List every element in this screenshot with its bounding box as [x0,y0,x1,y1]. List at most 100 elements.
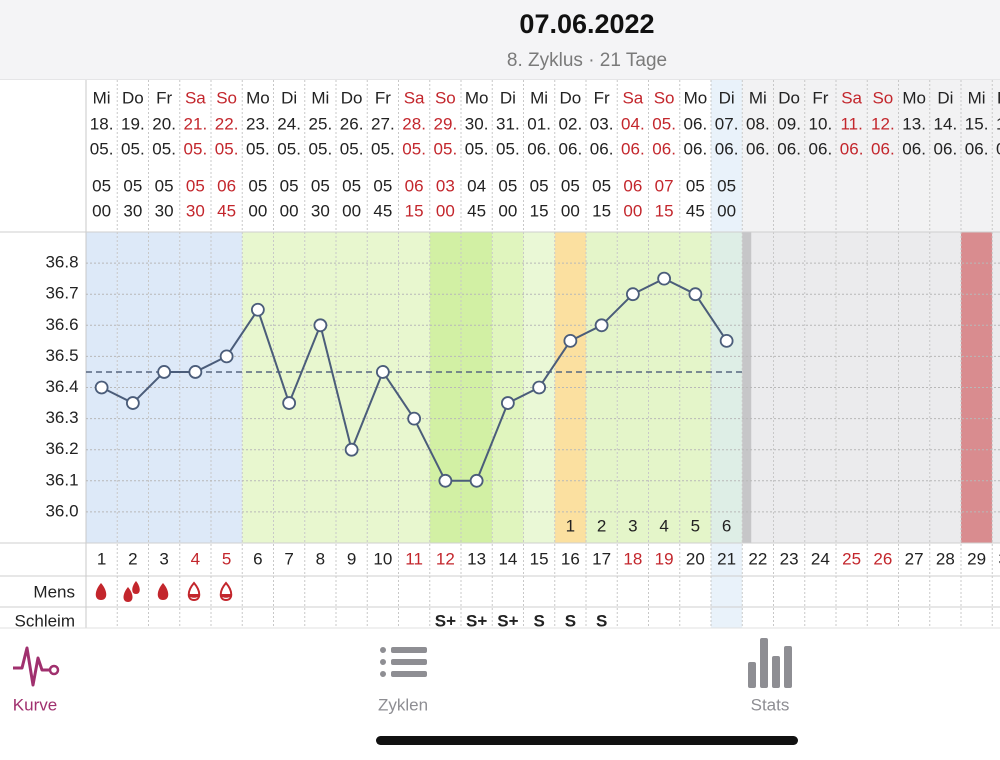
date: 15. [965,114,989,133]
y-tick-label: 36.2 [45,439,78,458]
time-minute: 00 [717,201,736,220]
day-number: 22 [748,549,767,568]
weekday: So [435,88,456,107]
schleim-mark: S+ [497,611,518,630]
header-column-bg [523,80,555,232]
month: 06. [840,139,864,158]
day-number: 20 [686,549,705,568]
header-column-bg [273,80,305,232]
temperature-point [688,287,703,302]
day-number: 21 [717,549,736,568]
day-number: 13 [467,549,486,568]
date: 21. [184,114,208,133]
day-number: 25 [842,549,861,568]
header-column-bg [898,80,930,232]
temperature-point [532,380,547,395]
temperature-point [594,318,609,333]
tab-zyklen[interactable]: Zyklen [378,647,428,714]
mens-icons [95,581,233,602]
mens-icon [123,581,140,602]
month: 05. [340,139,364,158]
schleim-mark: S [596,611,607,630]
tab-icon [391,659,427,665]
day-number: 17 [592,549,611,568]
time-hour: 05 [248,176,267,195]
header-column-bg [804,80,836,232]
date: 09. [777,114,801,133]
header-column-bg [461,80,493,232]
header-column-bg [867,80,899,232]
weekday: Mo [684,88,708,107]
weekday: Mi [968,88,986,107]
tab-icon [380,659,386,665]
date: 29. [434,114,458,133]
header-subtitle: 8. Zyklus · 21 Tage [507,50,667,71]
phase-count: 4 [659,516,668,535]
time-minute: 30 [186,201,205,220]
header-column-bg [398,80,430,232]
row-label: Mens [33,582,75,601]
date: 13. [902,114,926,133]
temperature-point [250,302,265,317]
schleim-mark: S [565,611,576,630]
header-column-bg [336,80,368,232]
day-number: 19 [655,549,674,568]
mens-icon [187,581,201,602]
temperature-point [407,411,422,426]
month: 06. [996,139,1000,158]
header-column-bg [711,80,743,232]
header-column-bg [211,80,243,232]
date: 27. [371,114,395,133]
time-hour: 05 [123,176,142,195]
date: 03. [590,114,614,133]
footer-column-bg [617,543,649,628]
header-bg [0,0,1000,80]
chart-table: 36.0 36.1 36.2 36.3 36.4 36.5 36.6 36.7 36.8 Mi Do… [0,80,1000,630]
tab-icon [380,671,386,677]
header-column-bg [742,80,774,232]
y-tick-label: 36.3 [45,408,78,427]
time-hour: 04 [467,176,486,195]
tab-kurve[interactable]: Kurve [13,646,60,714]
header-column-bg [992,80,1000,232]
y-tick-label: 36.7 [45,284,78,303]
header-column-bg [179,80,211,232]
date: 11. [840,114,862,133]
month: 05. [215,139,239,158]
month: 06. [715,139,739,158]
time-minute: 15 [592,201,611,220]
footer-column-bg [304,543,336,628]
time-hour: 05 [342,176,361,195]
time-minute: 45 [467,201,486,220]
day-number: 4 [191,549,200,568]
day-number: 30 [998,549,1000,568]
day-number: 9 [347,549,356,568]
tab-stats[interactable]: Stats [748,638,792,714]
time-hour: 05 [280,176,299,195]
header-column-bg [242,80,274,232]
date: 31. [496,114,520,133]
time-hour: 06 [623,176,642,195]
month: 05. [434,139,458,158]
schleim-mark: S+ [466,611,487,630]
header-column-bg [117,80,149,232]
weekday: Sa [841,88,862,107]
footer-column-bg [242,543,274,628]
day-number: 16 [561,549,580,568]
weekday: Mi [749,88,767,107]
footer-column-bg [836,543,868,628]
time-minute: 00 [561,201,580,220]
date: 14. [934,114,958,133]
month: 05. [277,139,301,158]
month: 06. [934,139,958,158]
footer-column-bg [398,543,430,628]
footer-column-bg [523,543,555,628]
y-tick-label: 36.1 [45,470,78,489]
home-indicator [376,736,798,745]
month: 06. [871,139,895,158]
weekday: Sa [185,88,206,107]
temperature-point [625,287,640,302]
header-title: 07.06.2022 [519,9,654,39]
time-hour: 05 [686,176,705,195]
